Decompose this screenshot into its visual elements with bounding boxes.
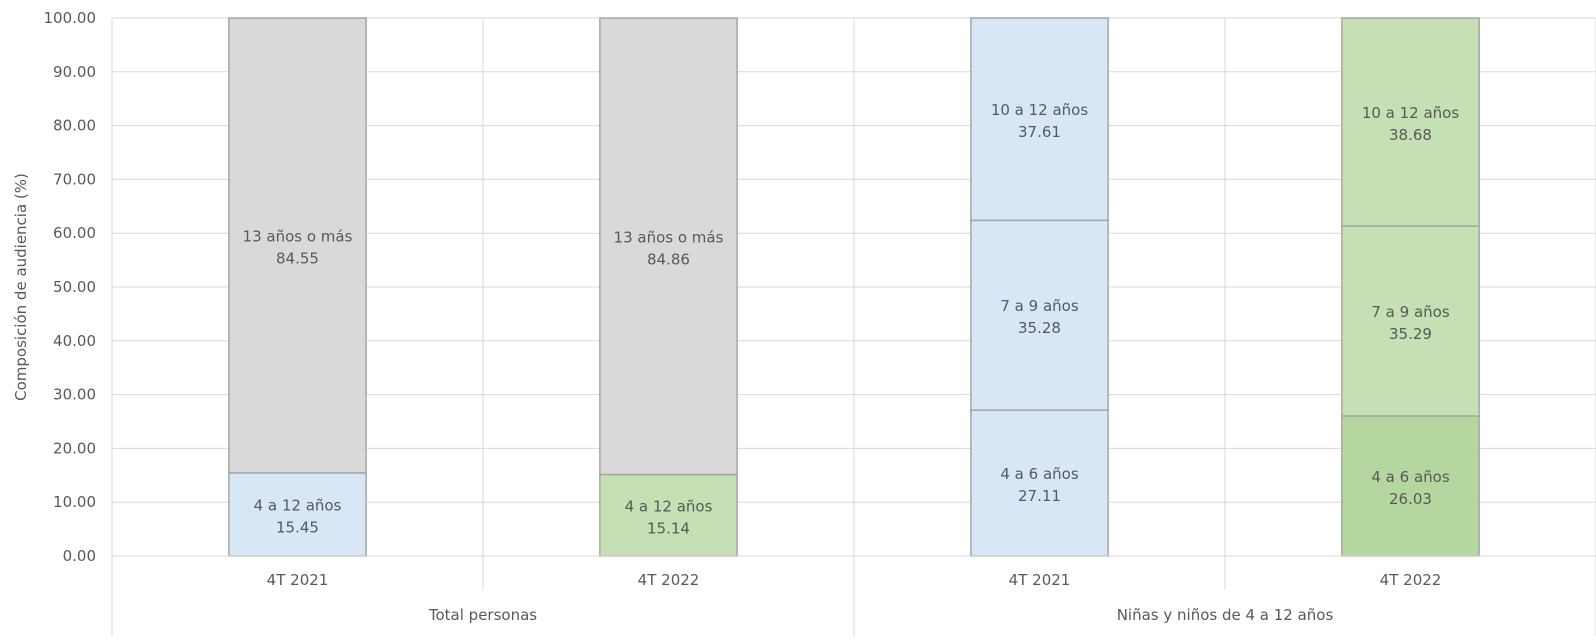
segment-name-label: 13 años o más [614,228,724,246]
y-tick-label: 10.00 [53,493,96,511]
y-tick-label: 0.00 [63,547,96,565]
x-tick-label: 4T 2022 [638,571,700,589]
segment-name-label: 4 a 12 años [254,496,342,514]
segment-name-label: 7 a 9 años [1000,297,1078,315]
x-tick-label: 4T 2021 [267,571,329,589]
y-tick-label: 20.00 [53,439,96,457]
x-tick-label: 4T 2022 [1380,571,1442,589]
y-tick-label: 90.00 [53,63,96,81]
y-tick-label: 100.00 [44,9,97,27]
y-tick-label: 60.00 [53,224,96,242]
y-tick-label: 40.00 [53,332,96,350]
segment-name-label: 10 a 12 años [991,101,1089,119]
segment-value-label: 15.45 [276,518,319,536]
segment-value-label: 26.03 [1389,490,1432,508]
segment-value-label: 27.11 [1018,487,1061,505]
segment-name-label: 7 a 9 años [1371,303,1449,321]
x-group-label: Total personas [428,606,537,624]
segment-value-label: 15.14 [647,519,690,537]
y-tick-label: 70.00 [53,170,96,188]
segment-name-label: 4 a 12 años [625,497,713,515]
y-axis-title: Composición de audiencia (%) [12,173,30,401]
segment-name-label: 4 a 6 años [1371,468,1449,486]
segment-value-label: 84.86 [647,250,690,268]
y-tick-label: 80.00 [53,117,96,135]
x-group-label: Niñas y niños de 4 a 12 años [1117,606,1334,624]
segment-value-label: 38.68 [1389,126,1432,144]
segment-name-label: 4 a 6 años [1000,465,1078,483]
y-tick-label: 30.00 [53,386,96,404]
segment-name-label: 13 años o más [243,227,353,245]
label-layer: 4 a 12 años 15.45 13 años o más 84.55 4 a 12… [243,101,1460,537]
segment-name-label: 10 a 12 años [1362,104,1460,122]
y-tick-label: 50.00 [53,278,96,296]
segment-value-label: 35.29 [1389,325,1432,343]
x-tick-label: 4T 2021 [1009,571,1071,589]
segment-value-label: 37.61 [1018,123,1061,141]
segment-value-label: 84.55 [276,249,319,267]
segment-value-label: 35.28 [1018,319,1061,337]
